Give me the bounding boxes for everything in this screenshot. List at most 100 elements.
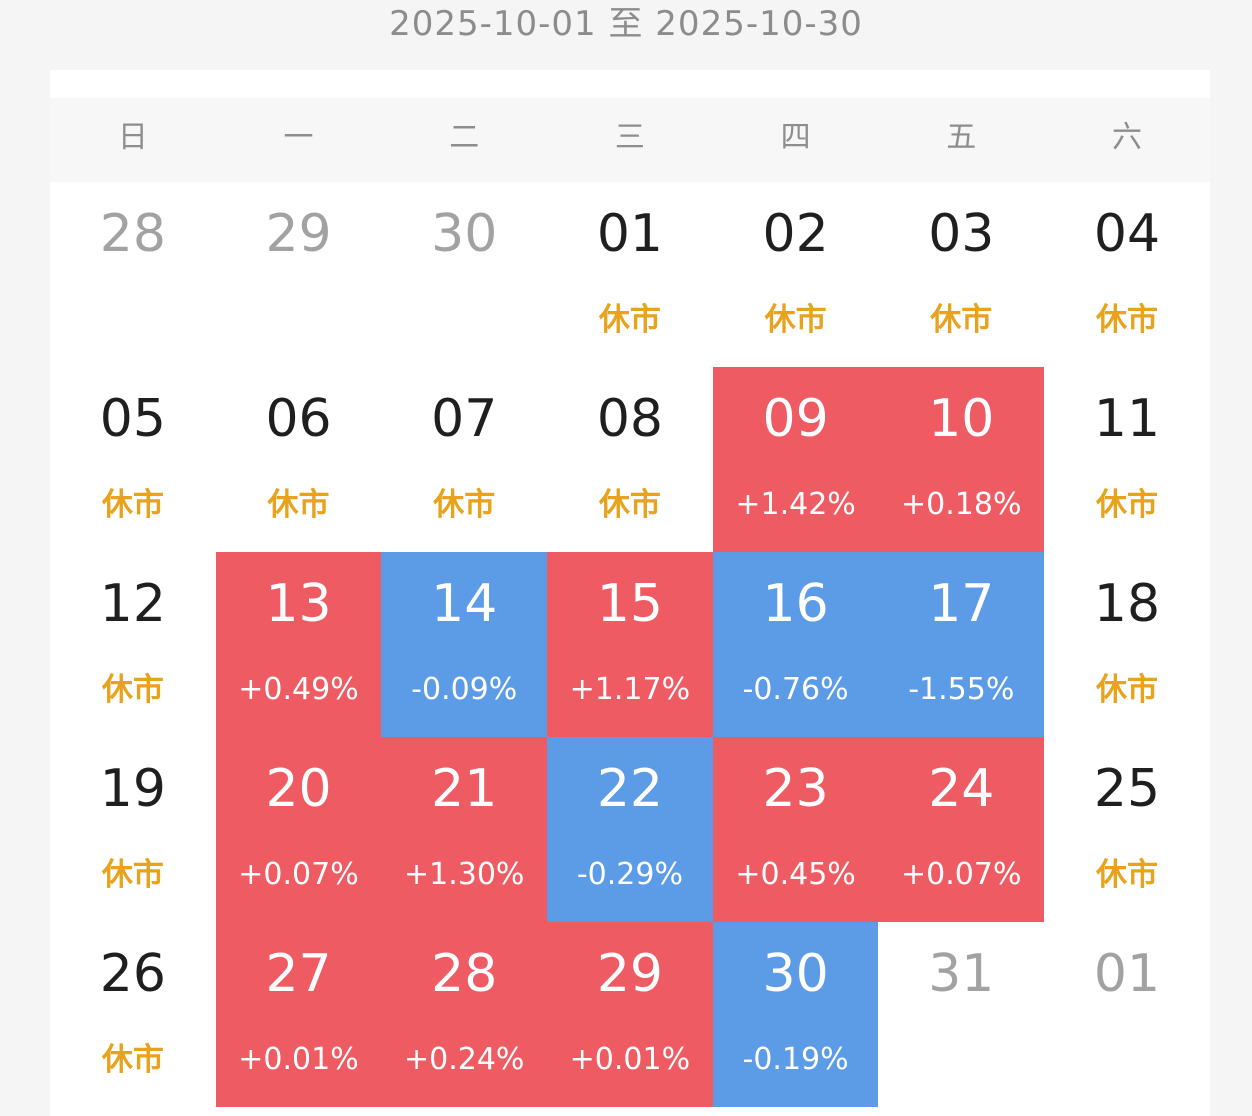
day-number: 19 [99, 759, 166, 819]
day-change-label: -0.76% [742, 672, 849, 707]
calendar-day-cell[interactable]: 30 [381, 182, 547, 367]
calendar-day-cell[interactable]: 20 +0.07% [215, 737, 382, 922]
market-closed-label: 休市 [598, 302, 661, 338]
day-change-label: -1.55% [908, 672, 1015, 707]
day-change-label: +1.30% [403, 857, 525, 892]
weekday-monday: 一 [283, 120, 314, 155]
calendar-day-cell[interactable]: 08 休市 [547, 367, 713, 552]
day-number: 28 [99, 204, 166, 264]
market-closed-label: 休市 [101, 672, 164, 708]
calendar-day-cell[interactable]: 16 -0.76% [712, 552, 879, 737]
calendar-day-cell[interactable]: 23 +0.45% [712, 737, 879, 922]
calendar-card: 日 一 二 三 四 五 六 28 29 30 01 休市 02 休市 03 休市 04 休市 05 休市… [50, 70, 1210, 1116]
day-number: 01 [596, 204, 663, 264]
day-change-label: +1.17% [569, 672, 691, 707]
weekday-friday: 五 [946, 120, 977, 155]
calendar-day-cell[interactable]: 01 休市 [547, 182, 713, 367]
day-number: 04 [1093, 204, 1161, 264]
market-closed-label: 休市 [101, 857, 164, 893]
calendar-day-cell[interactable]: 13 +0.49% [215, 552, 382, 737]
calendar-day-cell[interactable]: 29 +0.01% [547, 922, 713, 1107]
calendar-day-cell[interactable]: 10 +0.18% [878, 367, 1045, 552]
day-number: 20 [265, 759, 332, 819]
day-number: 07 [431, 389, 498, 449]
day-change-label: +0.49% [238, 672, 359, 707]
day-number: 30 [431, 204, 498, 264]
market-closed-label: 休市 [1095, 857, 1158, 893]
weekday-wednesday: 三 [614, 120, 645, 155]
market-closed-label: 休市 [1095, 487, 1158, 523]
day-number: 27 [265, 944, 332, 1004]
calendar-day-cell[interactable]: 03 休市 [878, 182, 1044, 367]
market-closed-label: 休市 [433, 487, 496, 523]
calendar-day-cell[interactable]: 22 -0.29% [547, 737, 713, 922]
day-change-label: +1.42% [735, 487, 856, 522]
calendar-day-cell[interactable]: 25 休市 [1044, 737, 1210, 922]
day-number: 03 [928, 204, 995, 264]
day-number: 17 [928, 574, 995, 634]
market-closed-label: 休市 [267, 487, 330, 523]
day-number: 24 [928, 759, 995, 819]
market-closed-label: 休市 [101, 487, 164, 523]
day-number: 22 [596, 759, 663, 819]
calendar-day-cell[interactable]: 28 +0.24% [381, 922, 548, 1107]
day-number: 30 [762, 944, 829, 1004]
day-number: 15 [596, 574, 663, 634]
day-change-label: +0.01% [238, 1042, 359, 1077]
day-number: 25 [1093, 759, 1161, 819]
day-number: 18 [1093, 574, 1161, 634]
day-number: 16 [762, 574, 829, 634]
market-closed-label: 休市 [764, 302, 827, 338]
day-change-label: +0.18% [901, 487, 1022, 522]
calendar-day-cell[interactable]: 28 [50, 182, 216, 367]
day-change-label: +0.07% [901, 857, 1022, 892]
day-number: 11 [1093, 389, 1161, 449]
day-number: 28 [431, 944, 498, 1004]
day-number: 08 [596, 389, 663, 449]
calendar-day-cell[interactable]: 02 休市 [713, 182, 879, 367]
calendar-day-cell[interactable]: 09 +1.42% [712, 367, 879, 552]
calendar-day-cell[interactable]: 29 [216, 182, 382, 367]
calendar-day-cell[interactable]: 07 休市 [381, 367, 547, 552]
weekday-tuesday: 二 [449, 120, 480, 155]
day-change-label: +0.07% [238, 857, 359, 892]
day-change-label: -0.29% [576, 857, 683, 892]
calendar-day-cell[interactable]: 15 +1.17% [547, 552, 713, 737]
calendar-day-cell[interactable]: 12 休市 [50, 552, 216, 737]
calendar-day-cell[interactable]: 04 休市 [1044, 182, 1210, 367]
calendar-day-cell[interactable]: 19 休市 [50, 737, 216, 922]
market-closed-label: 休市 [598, 487, 661, 523]
calendar-day-cell[interactable]: 24 +0.07% [878, 737, 1045, 922]
calendar-day-cell[interactable]: 05 休市 [50, 367, 216, 552]
day-number: 06 [265, 389, 332, 449]
day-change-label: +0.01% [569, 1042, 691, 1077]
day-number: 23 [762, 759, 829, 819]
market-closed-label: 休市 [101, 1042, 164, 1078]
calendar-day-cell[interactable]: 11 休市 [1044, 367, 1210, 552]
calendar-day-cell[interactable]: 26 休市 [50, 922, 216, 1107]
market-closed-label: 休市 [1095, 302, 1158, 338]
calendar-day-cell[interactable]: 21 +1.30% [381, 737, 548, 922]
day-change-label: +0.45% [735, 857, 856, 892]
calendar-day-cell[interactable]: 18 休市 [1044, 552, 1210, 737]
day-number: 01 [1093, 944, 1161, 1004]
day-number: 13 [265, 574, 332, 634]
calendar-day-cell[interactable]: 01 [1044, 922, 1210, 1107]
day-number: 10 [928, 389, 995, 449]
day-number: 14 [431, 574, 498, 634]
calendar-day-cell[interactable]: 14 -0.09% [381, 552, 548, 737]
calendar-day-cell[interactable]: 31 [878, 922, 1044, 1107]
calendar-day-cell[interactable]: 17 -1.55% [878, 552, 1045, 737]
day-number: 05 [99, 389, 166, 449]
day-change-label: +0.24% [403, 1042, 525, 1077]
weekday-saturday: 六 [1111, 120, 1142, 155]
day-number: 02 [762, 204, 829, 264]
calendar-day-cell[interactable]: 27 +0.01% [215, 922, 382, 1107]
market-closed-label: 休市 [1095, 672, 1158, 708]
day-number: 09 [762, 389, 829, 449]
weekday-thursday: 四 [780, 120, 811, 155]
day-number: 29 [265, 204, 332, 264]
day-number: 12 [99, 574, 166, 634]
calendar-day-cell[interactable]: 30 -0.19% [712, 922, 879, 1107]
calendar-day-cell[interactable]: 06 休市 [216, 367, 382, 552]
